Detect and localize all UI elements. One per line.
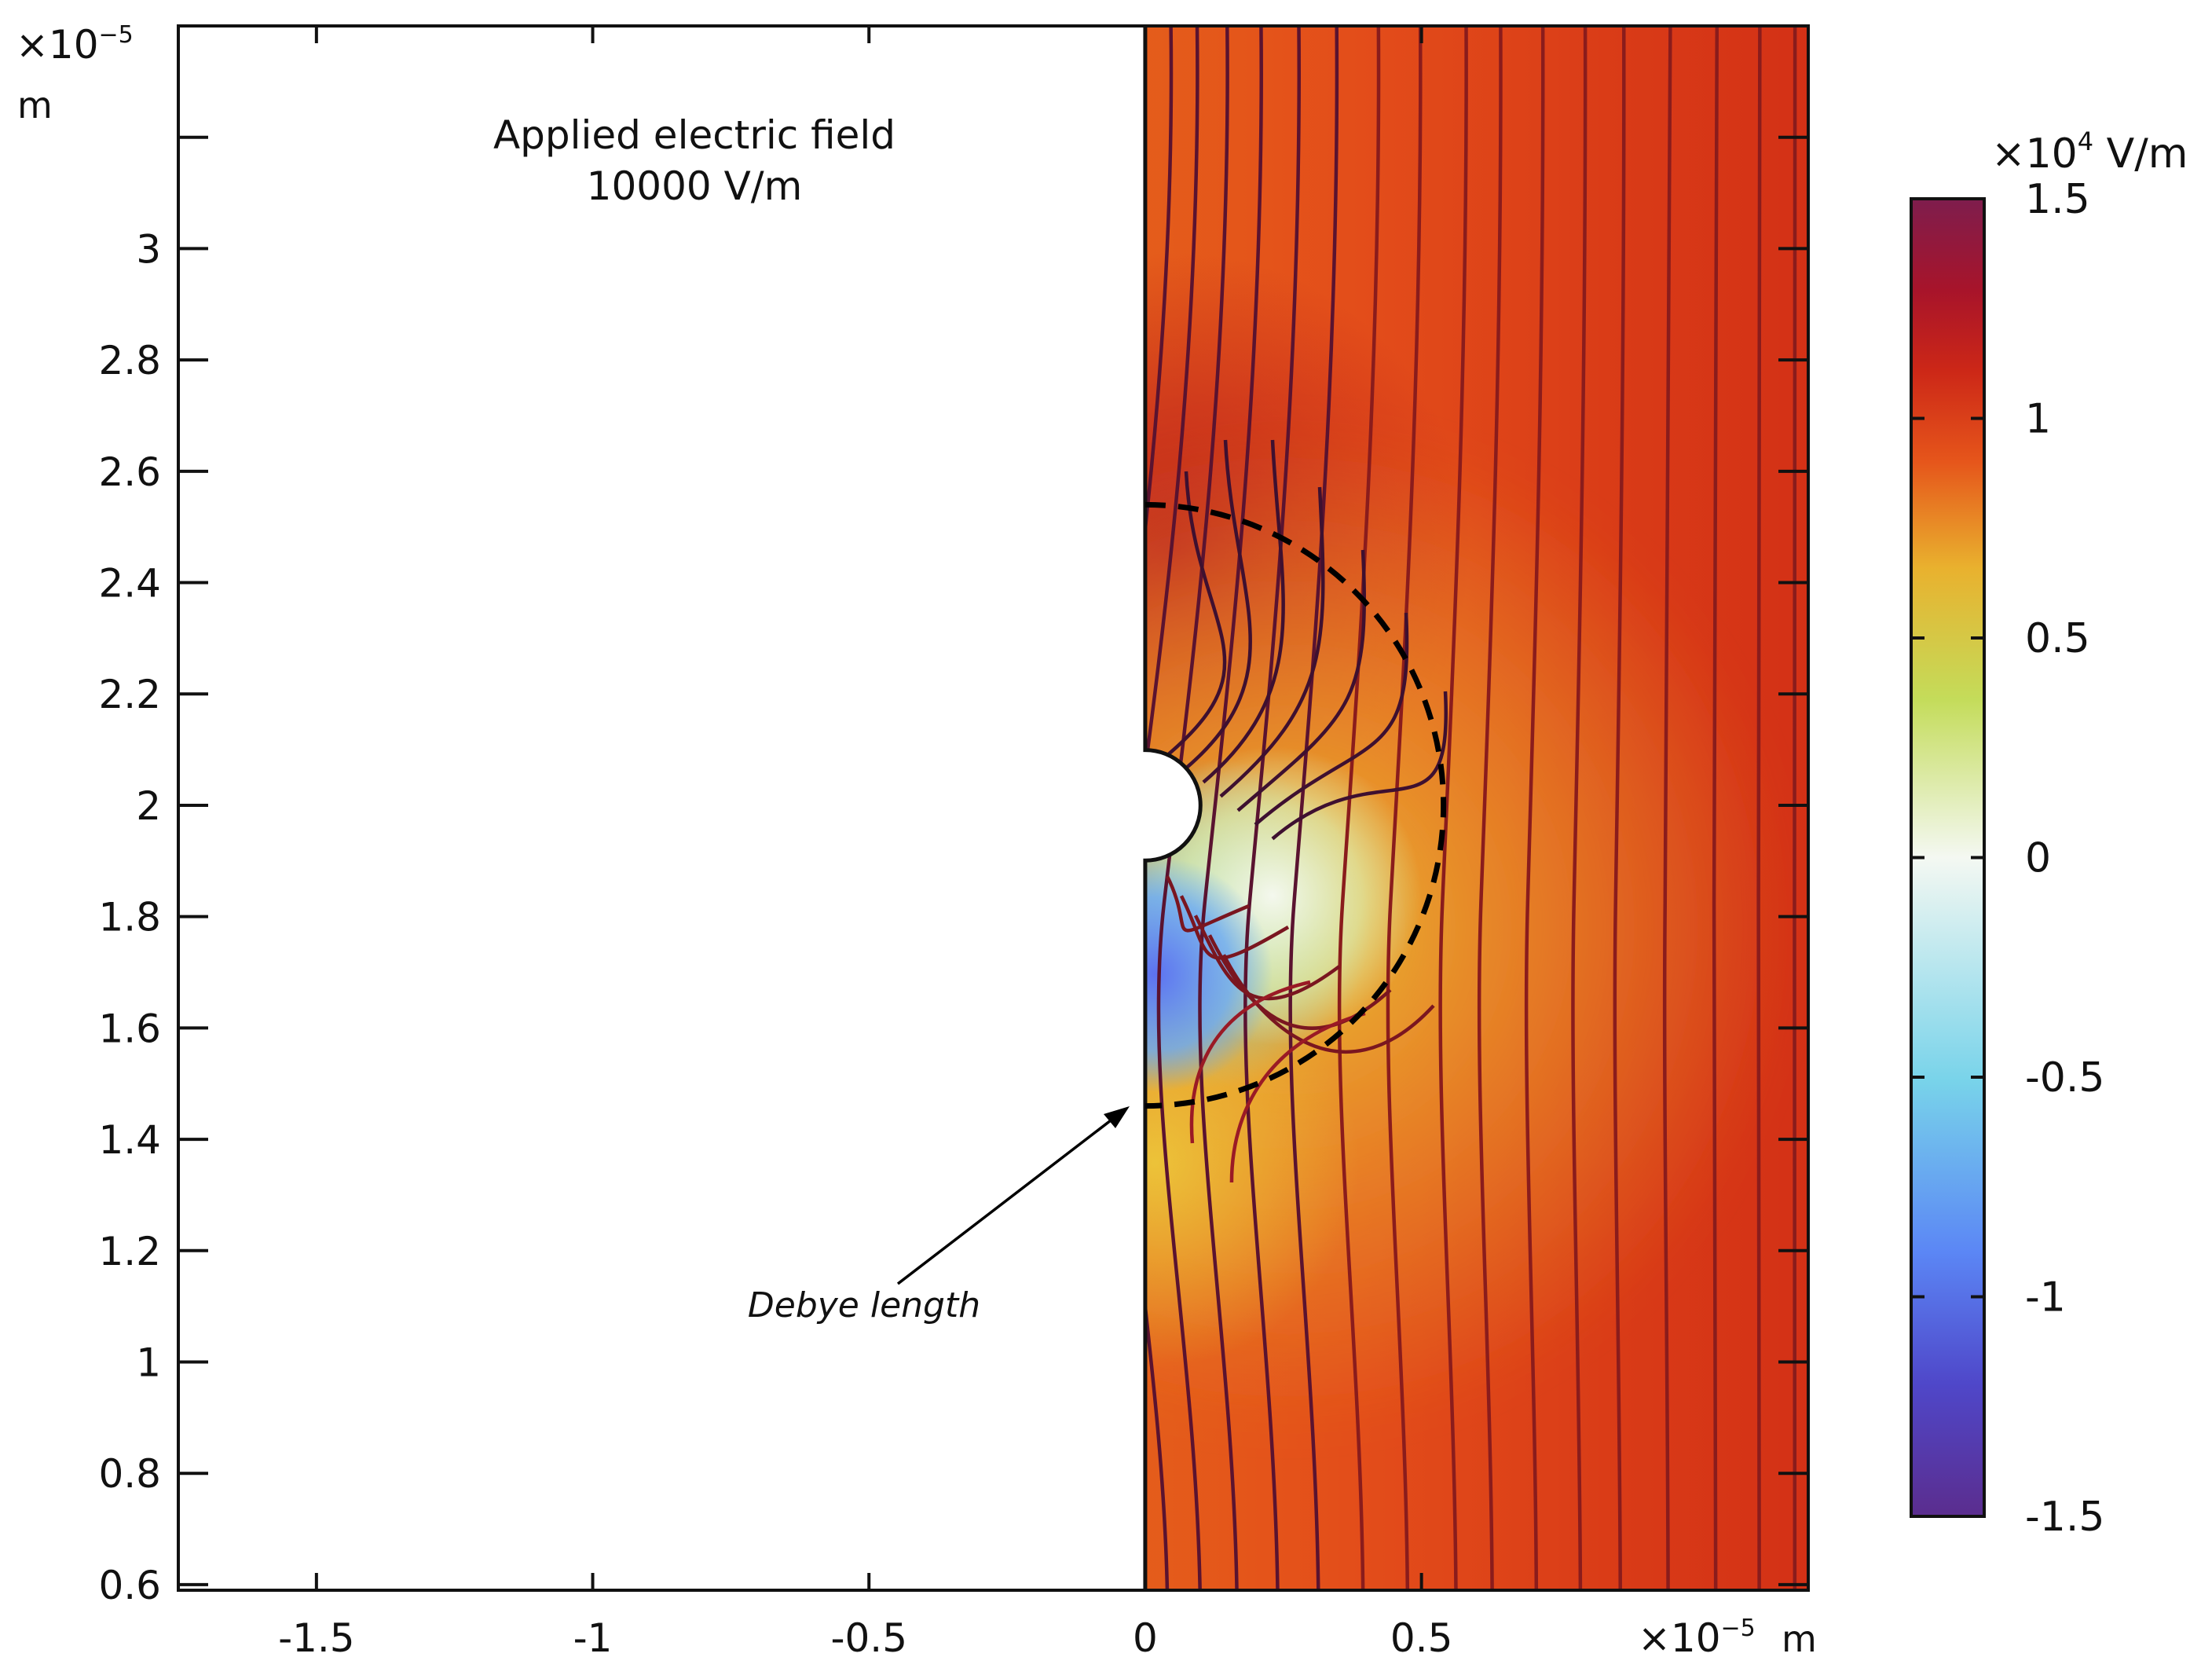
field-streamlines [1144,26,1797,1590]
streamline [1571,26,1588,1590]
y-tick-label: 1 [136,1340,161,1385]
x-axis-multiplier: ×10−5 [1638,1615,1756,1661]
y-tick-label: 1.4 [98,1117,161,1163]
streamline [1756,26,1762,1590]
colorbar-tick-label: 1 [2025,396,2051,443]
streamline [1524,26,1545,1590]
applied-field-title: Applied electric field [493,112,895,158]
axes-frame [177,24,1810,1592]
colorbar-ticks: 1.5 1 0.5 0 -0.5 -1 -1.5 [1911,176,2104,1541]
applied-field-value: 10000 V/m [587,163,803,209]
x-tick-label: -0.5 [830,1615,907,1661]
x-axis-ticks: -1.5 -1 -0.5 0 0.5 [278,26,1452,1661]
debye-arrow [896,1106,1130,1285]
y-axis-ticks: 0.6 0.8 1 1.2 1.4 1.6 1.8 2 2.2 2.4 2.6 2.8 3 [98,135,1808,1608]
x-tick-label: 0 [1133,1615,1158,1661]
streamline [1243,26,1301,1590]
streamline [1144,26,1174,1590]
streamline [1202,439,1285,784]
y-tick-label: 3 [136,226,161,272]
streamline [1477,26,1503,1590]
y-tick-label: 2 [136,783,161,829]
streamline [1254,612,1409,827]
y-tick-label: 2.8 [98,338,161,383]
y-tick-label: 1.6 [98,1006,161,1051]
y-tick-label: 1.2 [98,1229,161,1274]
streamline [1438,26,1468,1590]
colorbar-tick-label: 0.5 [2025,615,2090,662]
field-heatmap [1144,26,1808,1590]
streamline [1165,875,1250,933]
y-tick-label: 0.6 [98,1563,161,1608]
streamline [1167,471,1227,756]
x-tick-label: -1.5 [278,1615,355,1661]
debye-length-label: Debye length [748,1285,980,1325]
x-axis-unit: m [1782,1618,1817,1660]
y-axis-multiplier: ×10−5 [16,21,134,68]
streamline [1185,439,1252,770]
y-tick-label: 2.2 [98,672,161,717]
y-tick-label: 1.8 [98,895,161,940]
x-tick-label: -1 [573,1615,613,1661]
y-tick-label: 2.6 [98,449,161,495]
streamline [1337,26,1381,1590]
streamline [1386,26,1423,1590]
streamline [1793,26,1797,1590]
streamline [1156,26,1229,1590]
x-tick-label: 0.5 [1390,1615,1453,1661]
streamline [1144,26,1199,1590]
streamline [1271,691,1448,841]
domain-boundary [1143,26,1203,1590]
streamline [1179,895,1290,960]
streamline [1219,486,1325,798]
colorbar-tick-label: -1.5 [2025,1494,2104,1541]
debye-length-circle [1144,501,1447,1109]
colorbar-tick-label: 0 [2025,835,2051,882]
streamline [1662,26,1672,1590]
streamline [1189,980,1311,1144]
streamline [1229,1011,1366,1183]
y-tick-label: 2.4 [98,561,161,607]
colorbar-tick-label: -1 [2025,1274,2066,1322]
streamline [1613,26,1626,1590]
streamline [1198,26,1263,1590]
y-tick-label: 0.8 [98,1451,161,1497]
y-axis-unit: m [17,84,53,126]
colorbar-tick-label: 1.5 [2025,176,2090,223]
colorbar-tick-label: -0.5 [2025,1054,2104,1102]
streamline [1236,549,1366,812]
streamline [1712,26,1719,1590]
streamline [1288,26,1339,1590]
colorbar-multiplier: ×104 V/m [1991,126,2188,178]
